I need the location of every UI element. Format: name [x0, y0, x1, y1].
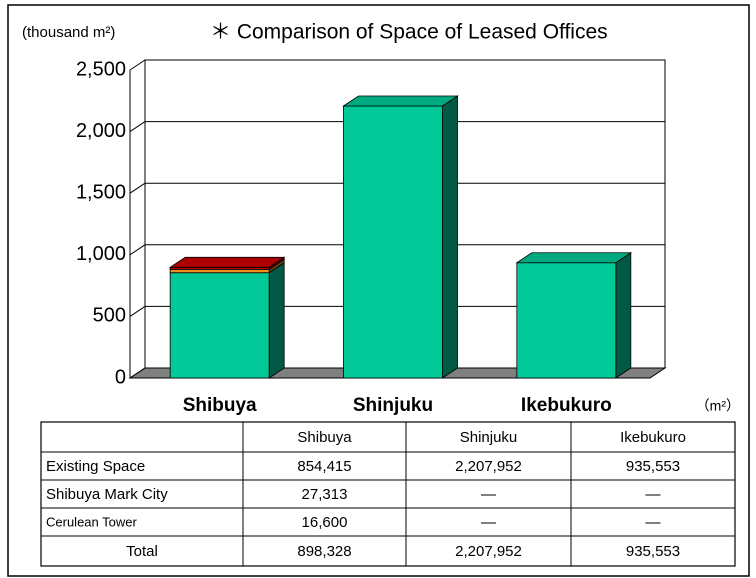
table-cell: Cerulean Tower: [46, 514, 137, 529]
table-unit: （m²）: [696, 398, 740, 414]
table-cell: —: [646, 486, 661, 503]
bar-top: [168, 256, 286, 268]
bar-top: [515, 252, 633, 264]
table-cell: Total: [126, 543, 158, 560]
grid-line-side: [129, 121, 146, 133]
table-cell: —: [481, 486, 496, 503]
grid-line-side: [129, 182, 146, 194]
table-cell: 16,600: [302, 514, 348, 531]
unit-label: (thousand m²): [22, 24, 115, 41]
y-tick-label: 1,500: [76, 181, 126, 203]
grid-line-side: [129, 244, 146, 256]
bar-side: [268, 261, 285, 379]
y-tick-label: 1,000: [76, 243, 126, 265]
table-cell: Shibuya Mark City: [46, 486, 168, 503]
x-tick-label: Ikebukuro: [521, 395, 612, 416]
bar: [343, 105, 443, 379]
x-tick-label: Shibuya: [183, 395, 257, 416]
table-cell: 854,415: [297, 458, 351, 475]
table-header: Ikebukuro: [620, 429, 686, 446]
grid-line-side: [129, 305, 146, 317]
bar: [169, 268, 270, 274]
table-cell: 935,553: [626, 543, 680, 560]
y-tick-label: 2,500: [76, 58, 126, 80]
bar: [169, 272, 270, 379]
table-border: [40, 421, 736, 567]
bar-side: [442, 95, 458, 379]
bar: [516, 262, 617, 379]
table-cell: —: [481, 514, 496, 531]
table-cell: —: [646, 514, 661, 531]
chart-title: ＊ Comparison of Space of Leased Offices: [210, 21, 608, 44]
table-cell: 27,313: [302, 486, 348, 503]
x-tick-label: Shinjuku: [353, 395, 433, 416]
table-cell: 935,553: [626, 458, 680, 475]
table-cell: 898,328: [297, 543, 351, 560]
table-header: Shinjuku: [460, 429, 518, 446]
y-tick-label: 500: [93, 305, 126, 327]
grid-line-side: [129, 59, 146, 71]
bar-top: [342, 95, 459, 107]
y-tick-label: 0: [115, 366, 126, 388]
table-cell: Existing Space: [46, 458, 145, 475]
table-cell: 2,207,952: [455, 543, 522, 560]
table-header: Shibuya: [297, 429, 352, 446]
y-tick-label: 2,000: [76, 120, 126, 142]
table-cell: 2,207,952: [455, 458, 522, 475]
grid-line-side: [129, 367, 146, 379]
bar-side: [615, 251, 632, 379]
